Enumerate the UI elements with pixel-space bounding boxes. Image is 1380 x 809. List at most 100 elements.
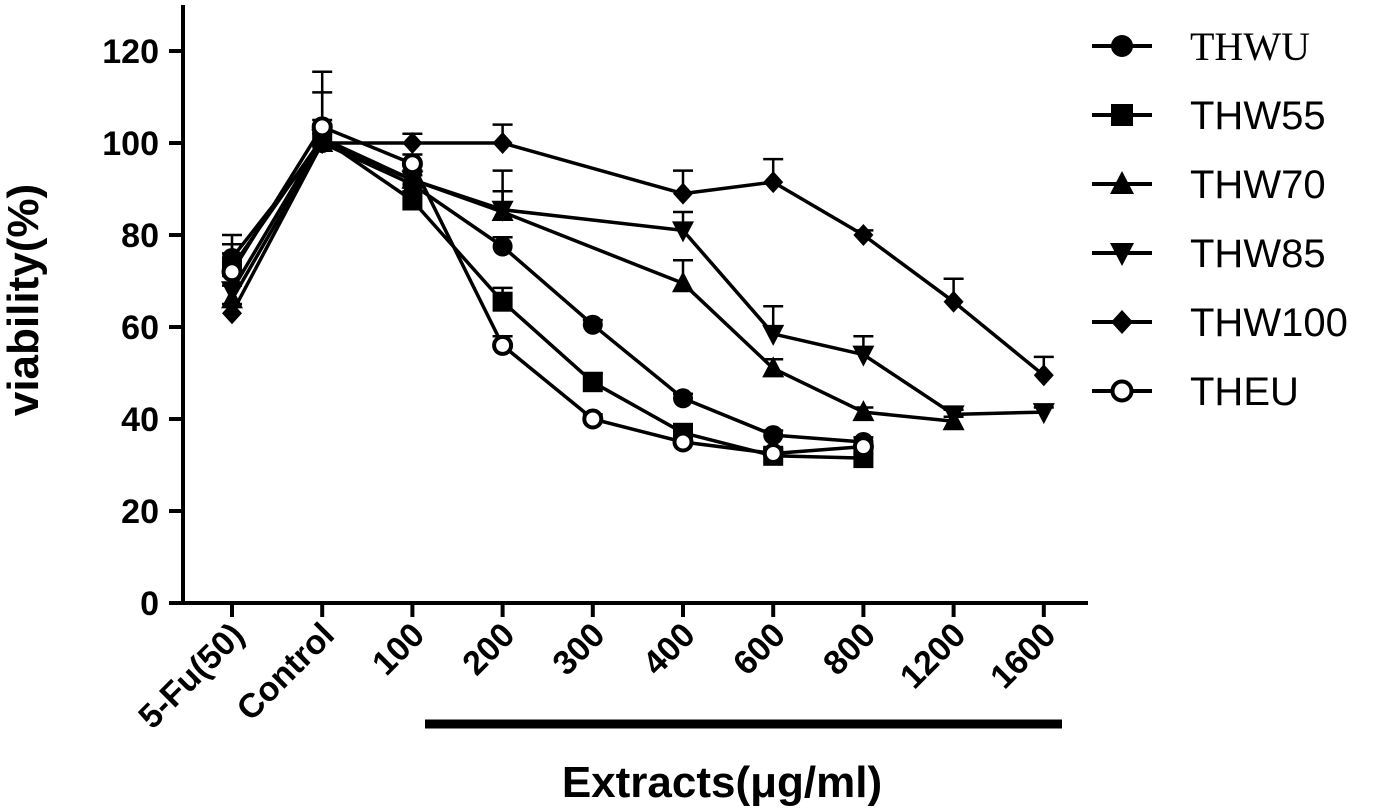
series-line [230,141,1045,377]
marker-shape [762,356,785,378]
marker-shape [1110,171,1134,194]
data-point [311,116,333,138]
data-point [492,291,513,312]
legend-marker [1110,379,1134,403]
data-point [672,431,694,453]
data-point [672,271,694,293]
data-point [582,408,604,430]
marker-shape [492,236,513,257]
data-point [852,345,875,367]
series-layer [221,70,1055,469]
data-point [402,132,423,154]
data-point [762,443,784,464]
series-line [230,125,864,456]
legend: THWU THW55 THW70 THW85 THW100 THEU [1092,24,1348,414]
x-tick-label: 1600 [983,616,1063,696]
x-tick-label: 800 [816,616,883,683]
marker-shape [943,290,964,313]
legend-label: THW85 [1190,232,1326,276]
marker-shape [672,431,694,453]
marker-shape [582,408,604,430]
marker-shape [852,436,874,458]
data-point [672,221,694,243]
data-point [492,236,513,257]
series-thw85 [221,91,1055,427]
y-tick-label: 100 [102,125,159,163]
marker-shape [402,190,423,211]
data-point [221,281,243,303]
x-tick-label: 1200 [893,616,973,696]
y-tick-label: 20 [121,493,159,531]
x-tick-label: 600 [726,616,793,683]
legend-item-thw55: THW55 [1092,94,1326,138]
data-point [1032,403,1055,425]
marker-shape [852,345,875,367]
y-tick-label: 60 [121,309,159,347]
data-point [762,324,785,346]
y-tick-label: 0 [140,585,159,623]
marker-shape [492,291,513,312]
data-point [942,405,965,427]
marker-shape [1033,364,1054,387]
legend-label: THW100 [1190,301,1348,345]
marker-shape [852,400,875,422]
legend-marker [1110,243,1134,266]
data-point [582,372,603,393]
data-point [853,224,874,246]
legend-item-thwu: THWU [1092,24,1310,69]
data-point [943,290,964,313]
x-tick-label: 5-Fu(50) [131,616,251,736]
data-point [401,153,423,175]
data-point [492,334,514,356]
data-point [762,356,785,378]
marker-shape [311,116,333,138]
legend-marker [1110,171,1134,194]
legend-marker [1111,310,1133,334]
y-tick-label: 40 [121,401,159,439]
legend-marker [1111,104,1133,126]
legend-label: THW55 [1190,94,1326,138]
marker-shape [942,405,965,427]
marker-shape [582,372,603,393]
marker-shape [1111,35,1133,57]
marker-shape [762,443,784,464]
legend-item-thw70: THW70 [1092,163,1326,207]
data-point [402,190,423,211]
marker-shape [491,200,514,222]
y-tick-label: 120 [102,33,159,71]
marker-shape [222,302,242,325]
legend-item-theu: THEU [1092,370,1299,414]
y-axis-title: viability(%) [0,184,48,416]
y-tick-label: 80 [121,217,159,255]
marker-shape [582,314,603,335]
x-tick-label: Control [230,616,342,728]
marker-shape [1110,243,1134,266]
marker-shape [672,221,694,243]
data-point [582,314,603,335]
marker-shape [221,261,243,283]
series-theu [221,70,874,464]
marker-shape [402,132,423,154]
series-line [230,141,954,424]
data-point [1033,364,1054,387]
marker-shape [672,271,694,293]
marker-shape [853,224,874,246]
data-point [673,388,693,409]
data-point [852,436,874,458]
legend-item-thw85: THW85 [1092,232,1326,276]
data-point [852,400,875,422]
data-point [491,200,514,222]
data-point [492,132,513,154]
x-tick-label: 400 [636,616,703,683]
x-axis-title: Extracts(μg/ml) [562,758,882,807]
legend-marker [1111,35,1133,57]
marker-shape [492,132,513,154]
x-tick-label: 100 [365,616,432,683]
axes: 0 20 40 60 80 100 120 5-Fu(50)Control 100 200 300 4… [102,5,1088,736]
marker-shape [763,171,784,194]
marker-shape [401,153,423,175]
marker-shape [673,182,693,205]
data-point [221,261,243,283]
legend-item-thw100: THW100 [1092,301,1348,345]
